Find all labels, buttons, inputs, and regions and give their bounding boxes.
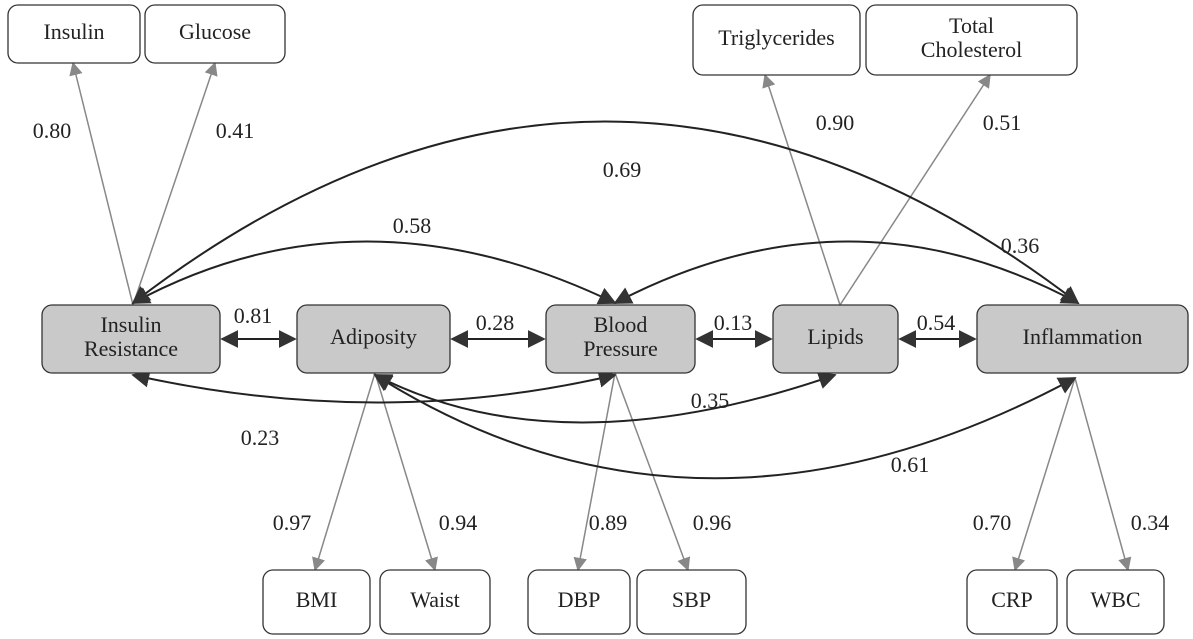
factor-label: Blood — [594, 312, 648, 337]
correlation-label: 0.13 — [714, 310, 753, 335]
correlation-label: 0.23 — [241, 425, 280, 450]
factor — [545, 304, 696, 374]
loading-arrow — [614, 372, 691, 572]
loading-label: 0.89 — [589, 510, 628, 535]
correlation-label: 0.35 — [691, 388, 730, 413]
loading-label: 0.97 — [273, 510, 312, 535]
correlation-arrow — [613, 240, 1080, 304]
factor-label: Inflammation — [1023, 324, 1143, 349]
factor — [41, 304, 221, 374]
loading-arrow — [374, 372, 438, 572]
factor-label: Insulin — [100, 312, 161, 337]
indicator — [865, 4, 1078, 76]
indicator — [262, 569, 371, 635]
indicator-label: Insulin — [43, 19, 104, 44]
correlation-arrow — [131, 369, 617, 404]
loading-arrow — [1074, 377, 1132, 572]
factor-label: Lipids — [807, 324, 863, 349]
indicator — [1066, 569, 1165, 635]
indicator — [966, 569, 1058, 635]
loading-label: 0.94 — [439, 510, 478, 535]
correlation-label: 0.54 — [917, 310, 956, 335]
indicator-label: Glucose — [179, 19, 251, 44]
correlation-arrow — [373, 371, 837, 424]
loading-arrow — [839, 73, 991, 306]
factor — [772, 304, 899, 374]
indicator — [636, 569, 747, 635]
indicator-label: Triglycerides — [718, 25, 835, 50]
indicator — [379, 569, 491, 635]
correlation-label: 0.58 — [393, 213, 432, 238]
indicator-label: Cholesterol — [921, 37, 1022, 62]
correlation-label: 0.81 — [234, 303, 273, 328]
loading-label: 0.80 — [33, 118, 72, 143]
loading-label: 0.41 — [216, 118, 255, 143]
indicator-label: Waist — [410, 587, 460, 612]
loading-arrow — [69, 61, 134, 306]
loading-label: 0.34 — [1131, 510, 1170, 535]
indicator — [527, 569, 631, 635]
loading-label: 0.90 — [816, 110, 855, 135]
indicator-label: Total — [949, 13, 994, 38]
factor-label: Adiposity — [330, 324, 417, 349]
factor — [976, 304, 1189, 374]
indicator — [144, 4, 286, 64]
correlation-arrow — [131, 120, 1080, 305]
loading-arrow — [573, 372, 616, 572]
loading-arrow — [762, 73, 841, 306]
loading-label: 0.70 — [973, 510, 1012, 535]
loading-arrow — [312, 372, 376, 572]
indicator — [7, 4, 141, 64]
indicator-label: DBP — [558, 587, 601, 612]
correlation-label: 0.61 — [891, 452, 930, 477]
correlation-label: 0.28 — [476, 310, 515, 335]
factor-label: Resistance — [84, 336, 178, 361]
correlation-arrow — [131, 240, 617, 305]
indicator-label: WBC — [1090, 587, 1140, 612]
indicator — [692, 4, 861, 76]
factor — [296, 304, 451, 374]
correlation-arrow — [373, 374, 1077, 480]
indicator-label: BMI — [296, 587, 338, 612]
correlation-label: 0.69 — [603, 157, 642, 182]
loading-label: 0.96 — [693, 510, 732, 535]
factor-label: Pressure — [583, 336, 658, 361]
correlation-label: 0.36 — [1001, 233, 1040, 258]
indicator-label: SBP — [672, 587, 711, 612]
loading-arrow — [1012, 377, 1076, 572]
loading-label: 0.51 — [983, 110, 1022, 135]
indicator-label: CRP — [991, 587, 1033, 612]
loading-arrow — [132, 61, 218, 306]
